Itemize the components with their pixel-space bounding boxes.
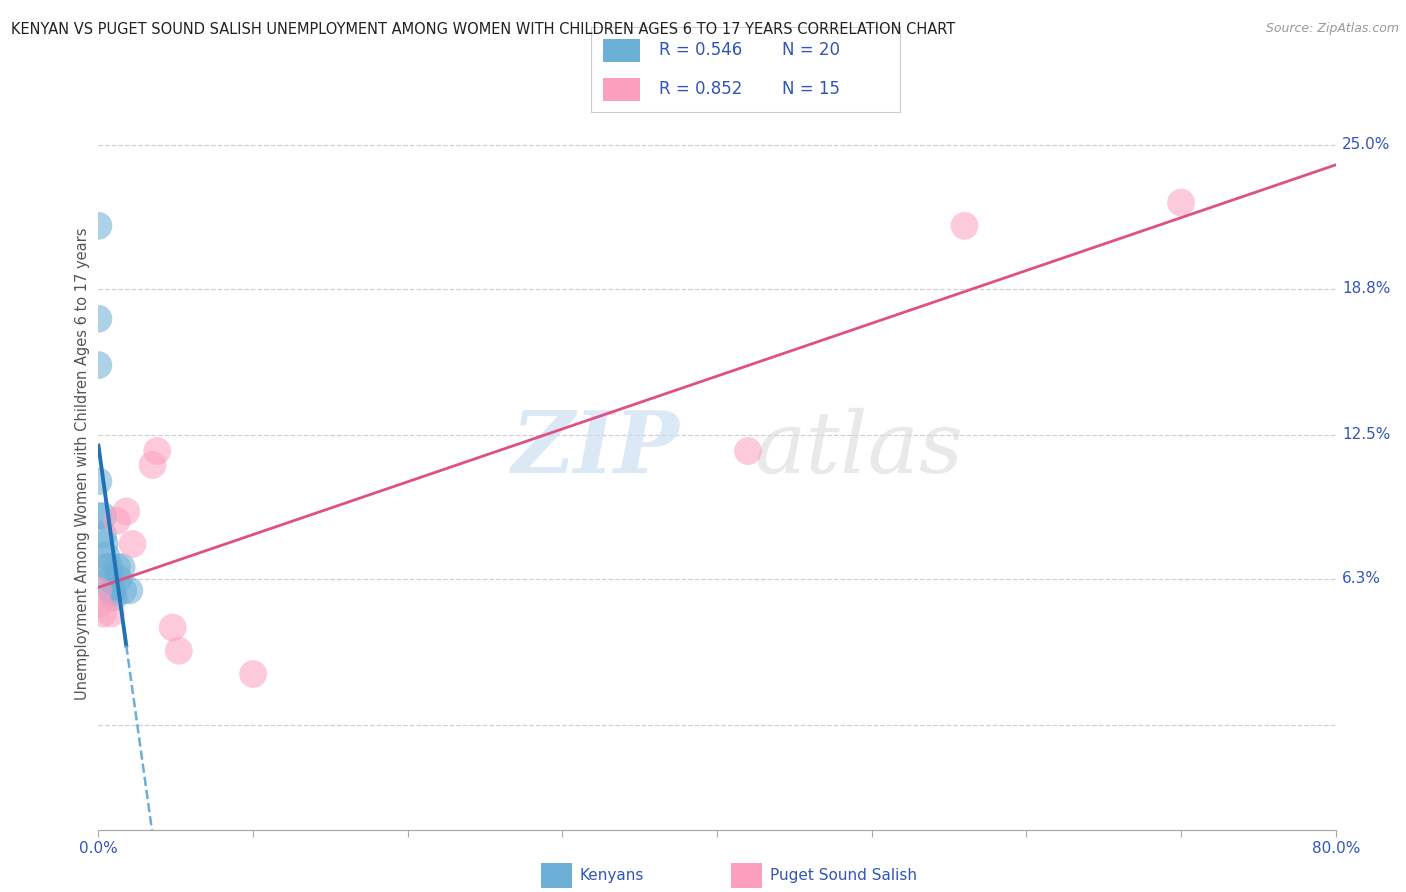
Point: [105, 514, 128, 528]
Text: 18.8%: 18.8%: [1341, 281, 1391, 296]
Point: [100, 607, 122, 621]
Point: [105, 560, 128, 574]
Text: R = 0.852: R = 0.852: [658, 80, 742, 98]
Bar: [603, 38, 640, 62]
Point: [167, 644, 190, 658]
Point: [121, 537, 143, 551]
Point: [87, 583, 110, 598]
Text: N = 20: N = 20: [782, 42, 841, 60]
Point: [91, 527, 114, 541]
Point: [100, 572, 122, 586]
Point: [98, 560, 121, 574]
Point: [101, 585, 124, 599]
Point: [87, 219, 110, 233]
Point: [107, 572, 129, 586]
Point: [100, 583, 122, 598]
Bar: [603, 78, 640, 102]
Point: [87, 509, 110, 524]
Text: Kenyans: Kenyans: [579, 869, 644, 883]
Point: [96, 560, 118, 574]
Text: R = 0.546: R = 0.546: [658, 42, 742, 60]
Point: [111, 560, 132, 574]
Point: [112, 583, 135, 598]
Point: [87, 311, 110, 326]
Point: [91, 607, 114, 621]
Point: [87, 597, 110, 611]
Text: ZIP: ZIP: [512, 408, 681, 491]
Text: 25.0%: 25.0%: [1341, 137, 1391, 152]
Point: [87, 358, 110, 372]
Text: atlas: atlas: [754, 408, 963, 491]
Point: [115, 504, 138, 518]
Y-axis label: Unemployment Among Women with Children Ages 6 to 17 years: Unemployment Among Women with Children A…: [75, 227, 90, 700]
Text: 6.3%: 6.3%: [1341, 571, 1381, 586]
Text: KENYAN VS PUGET SOUND SALISH UNEMPLOYMENT AMONG WOMEN WITH CHILDREN AGES 6 TO 17: KENYAN VS PUGET SOUND SALISH UNEMPLOYMEN…: [11, 22, 956, 37]
Point: [1170, 195, 1192, 210]
Point: [96, 549, 118, 563]
Text: N = 15: N = 15: [782, 80, 841, 98]
Text: 12.5%: 12.5%: [1341, 427, 1391, 442]
Point: [162, 621, 184, 635]
Text: Source: ZipAtlas.com: Source: ZipAtlas.com: [1265, 22, 1399, 36]
Point: [118, 583, 141, 598]
Point: [91, 509, 114, 524]
Point: [146, 444, 169, 458]
Point: [242, 667, 264, 681]
Point: [93, 537, 115, 551]
Text: Puget Sound Salish: Puget Sound Salish: [770, 869, 918, 883]
Point: [953, 219, 976, 233]
Point: [737, 444, 759, 458]
Point: [103, 591, 125, 605]
Point: [141, 458, 165, 472]
Point: [87, 475, 110, 489]
